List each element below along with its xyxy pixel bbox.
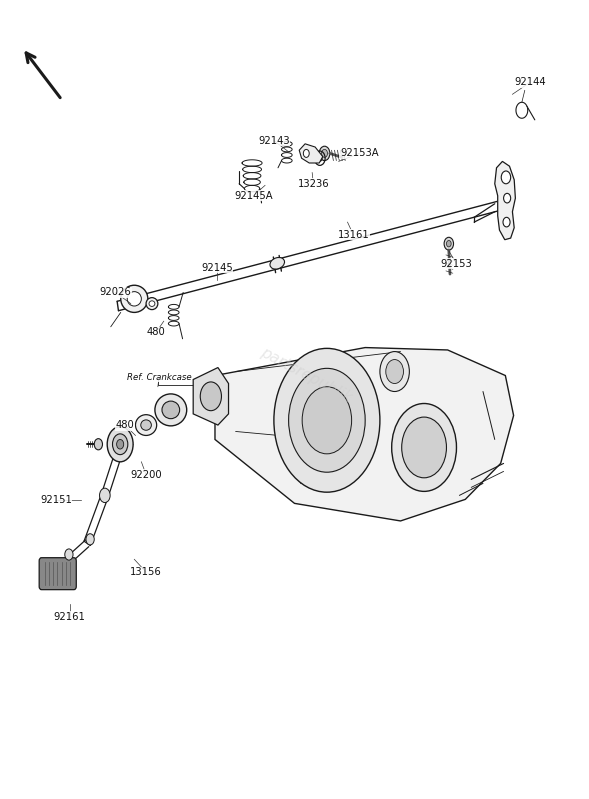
Text: 92026: 92026 [100,288,131,297]
Text: Ref. Crankcase: Ref. Crankcase [127,372,191,382]
Circle shape [302,387,352,454]
Ellipse shape [141,420,151,430]
Circle shape [200,382,221,411]
Polygon shape [215,348,514,521]
Text: 480: 480 [147,328,166,337]
Circle shape [446,240,451,247]
Ellipse shape [270,257,284,269]
Circle shape [289,368,365,472]
Circle shape [402,417,446,478]
Circle shape [112,434,128,455]
Circle shape [503,217,510,227]
Circle shape [274,348,380,492]
Circle shape [86,534,94,545]
Text: 92145A: 92145A [234,191,273,201]
Text: 92145: 92145 [201,263,233,272]
Text: 92153A: 92153A [340,149,379,158]
Ellipse shape [162,401,180,419]
Circle shape [392,403,456,491]
Ellipse shape [121,285,148,312]
Text: 480: 480 [115,420,134,430]
Circle shape [504,193,511,203]
Ellipse shape [135,415,157,435]
Ellipse shape [146,297,158,309]
Polygon shape [193,368,229,425]
FancyBboxPatch shape [39,558,77,590]
Circle shape [107,427,133,462]
Text: 13236: 13236 [297,179,329,189]
Circle shape [303,149,309,157]
Text: 92151: 92151 [40,495,72,505]
Polygon shape [299,144,323,163]
Text: 13156: 13156 [130,567,162,577]
Circle shape [319,146,330,161]
Circle shape [322,149,327,157]
Ellipse shape [155,394,187,426]
Ellipse shape [127,292,141,306]
Text: 92144: 92144 [514,78,546,87]
Text: 92153: 92153 [441,259,472,268]
Circle shape [444,237,454,250]
Circle shape [380,352,409,392]
Circle shape [117,439,124,449]
Circle shape [501,171,511,184]
Circle shape [65,549,73,560]
Polygon shape [495,161,515,240]
Text: 92200: 92200 [130,470,162,479]
Circle shape [386,360,403,384]
Ellipse shape [149,301,155,307]
Circle shape [100,488,110,503]
Text: 92143: 92143 [258,136,290,145]
Text: partsrepublik: partsrepublik [258,345,355,406]
Text: 92161: 92161 [54,612,85,622]
Circle shape [94,439,102,450]
Text: 13161: 13161 [337,230,369,240]
